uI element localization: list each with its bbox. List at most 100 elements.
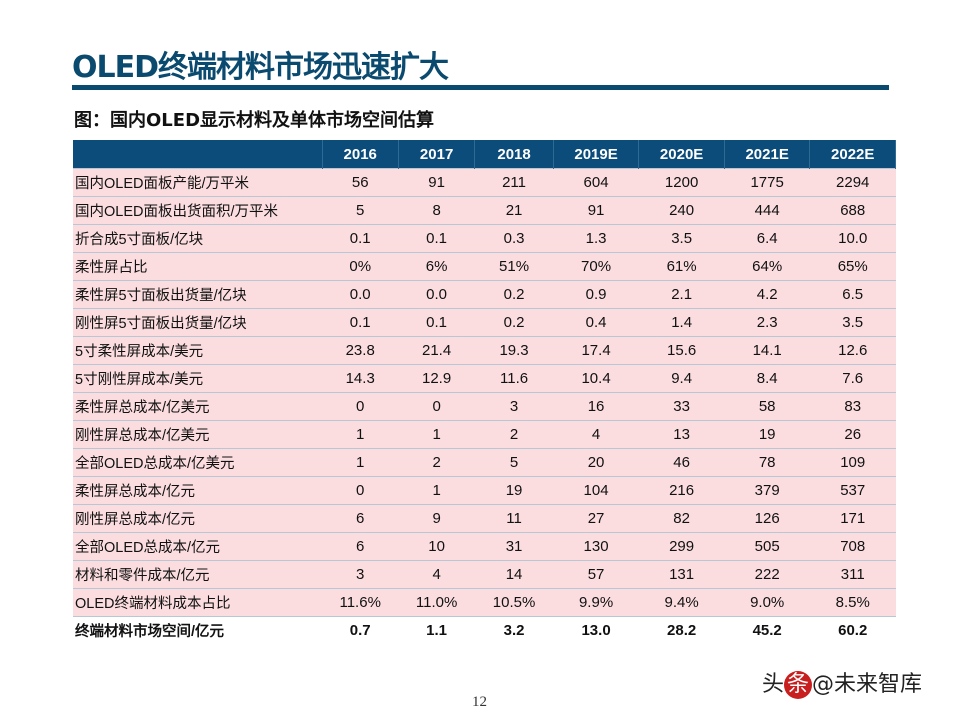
table-cell: 130 xyxy=(553,532,639,561)
table-cell: 19 xyxy=(474,476,554,505)
row-label: 柔性屏占比 xyxy=(73,252,322,281)
table-cell: 9 xyxy=(398,504,475,533)
table-cell: 0.1 xyxy=(398,224,475,253)
figure-caption: 图：国内OLED显示材料及单体市场空间估算 xyxy=(74,110,435,131)
row-label: 5寸柔性屏成本/美元 xyxy=(73,336,322,365)
table-cell: 0.7 xyxy=(322,616,399,644)
row-label: 全部OLED总成本/亿美元 xyxy=(73,448,322,477)
table-row: 国内OLED面板产能/万平米 56 91 211 604 1200 1775 2294 xyxy=(73,168,896,197)
table-cell: 10.4 xyxy=(553,364,639,393)
table-cell: 58 xyxy=(724,392,810,421)
table-cell: 9.4 xyxy=(638,364,725,393)
table-cell: 537 xyxy=(809,476,896,505)
table-cell: 60.2 xyxy=(809,616,896,644)
table-cell: 299 xyxy=(638,532,725,561)
table-row: 国内OLED面板出货面积/万平米 5 8 21 91 240 444 688 xyxy=(73,196,896,225)
table-cell: 6 xyxy=(322,532,399,561)
table-cell: 65% xyxy=(809,252,896,281)
row-label: 刚性屏总成本/亿元 xyxy=(73,504,322,533)
table-cell: 0.3 xyxy=(474,224,554,253)
table-cell: 10 xyxy=(398,532,475,561)
table-cell: 1775 xyxy=(724,168,810,197)
row-label: 刚性屏总成本/亿美元 xyxy=(73,420,322,449)
table-cell: 51% xyxy=(474,252,554,281)
table-cell: 21 xyxy=(474,196,554,225)
table-cell: 2294 xyxy=(809,168,896,197)
table-cell: 8 xyxy=(398,196,475,225)
table-cell: 12.6 xyxy=(809,336,896,365)
table-cell: 171 xyxy=(809,504,896,533)
table-row: 终端材料市场空间/亿元 0.7 1.1 3.2 13.0 28.2 45.2 60.2 xyxy=(73,616,896,644)
table-cell: 11 xyxy=(474,504,554,533)
header-row: 2016 2017 2018 2019E 2020E 2021E 2022E xyxy=(73,140,896,169)
table-cell: 604 xyxy=(553,168,639,197)
table-cell: 3 xyxy=(474,392,554,421)
table-cell: 6% xyxy=(398,252,475,281)
table-cell: 91 xyxy=(398,168,475,197)
table-row: 刚性屏总成本/亿元 6 9 11 27 82 126 171 xyxy=(73,504,896,533)
table-cell: 0.4 xyxy=(553,308,639,337)
table-cell: 10.5% xyxy=(474,588,554,617)
table-cell: 0.1 xyxy=(322,308,399,337)
table-row: 刚性屏总成本/亿美元 1 1 2 4 13 19 26 xyxy=(73,420,896,449)
table-cell: 216 xyxy=(638,476,725,505)
table-cell: 70% xyxy=(553,252,639,281)
column-header: 2021E xyxy=(724,140,811,169)
table-cell: 28.2 xyxy=(638,616,725,644)
row-label: 材料和零件成本/亿元 xyxy=(73,560,322,589)
table-cell: 3.5 xyxy=(809,308,896,337)
watermark-text: @未来智库 xyxy=(812,672,923,697)
table-cell: 0 xyxy=(322,476,399,505)
table-cell: 0.1 xyxy=(398,308,475,337)
table-cell: 4 xyxy=(553,420,639,449)
table-row: 全部OLED总成本/亿元 6 10 31 130 299 505 708 xyxy=(73,532,896,561)
table-cell: 57 xyxy=(553,560,639,589)
table-cell: 0 xyxy=(322,392,399,421)
row-label: 刚性屏5寸面板出货量/亿块 xyxy=(73,308,322,337)
table-cell: 12.9 xyxy=(398,364,475,393)
table-cell: 4 xyxy=(398,560,475,589)
table-row: 折合成5寸面板/亿块 0.1 0.1 0.3 1.3 3.5 6.4 10.0 xyxy=(73,224,896,253)
table-cell: 5 xyxy=(474,448,554,477)
table-cell: 9.4% xyxy=(638,588,725,617)
table-row: 5寸柔性屏成本/美元 23.8 21.4 19.3 17.4 15.6 14.1 12.6 xyxy=(73,336,896,365)
row-label: 终端材料市场空间/亿元 xyxy=(73,616,322,644)
watermark: 头条 @未来智库 xyxy=(762,666,922,699)
table-cell: 13 xyxy=(638,420,725,449)
table-cell: 14.3 xyxy=(322,364,399,393)
table-cell: 11.6% xyxy=(322,588,399,617)
column-header: 2019E xyxy=(553,140,640,169)
table-cell: 1 xyxy=(398,420,475,449)
table-cell: 27 xyxy=(553,504,639,533)
column-header: 2022E xyxy=(809,140,896,169)
table-cell: 46 xyxy=(638,448,725,477)
table-cell: 26 xyxy=(809,420,896,449)
table-cell: 0% xyxy=(322,252,399,281)
row-label: 柔性屏总成本/亿美元 xyxy=(73,392,322,421)
table-cell: 2 xyxy=(474,420,554,449)
table-cell: 23.8 xyxy=(322,336,399,365)
table-cell: 222 xyxy=(724,560,810,589)
data-table: 2016 2017 2018 2019E 2020E 2021E 2022E 国内OLED面… xyxy=(73,140,896,644)
table-cell: 31 xyxy=(474,532,554,561)
table-cell: 21.4 xyxy=(398,336,475,365)
row-label: 国内OLED面板产能/万平米 xyxy=(73,168,322,197)
table-cell: 5 xyxy=(322,196,399,225)
table-cell: 4.2 xyxy=(724,280,810,309)
table-cell: 3 xyxy=(322,560,399,589)
table-row: OLED终端材料成本占比 11.6% 11.0% 10.5% 9.9% 9.4% 9.0% 8… xyxy=(73,588,896,617)
table-cell: 126 xyxy=(724,504,810,533)
table-cell: 14 xyxy=(474,560,554,589)
row-label: 全部OLED总成本/亿元 xyxy=(73,532,322,561)
table-cell: 78 xyxy=(724,448,810,477)
table-cell: 17.4 xyxy=(553,336,639,365)
table-cell: 1200 xyxy=(638,168,725,197)
table-cell: 211 xyxy=(474,168,554,197)
column-header: 2017 xyxy=(398,140,476,169)
table-cell: 8.4 xyxy=(724,364,810,393)
column-header: 2020E xyxy=(638,140,725,169)
table-row: 5寸刚性屏成本/美元 14.3 12.9 11.6 10.4 9.4 8.4 7.6 xyxy=(73,364,896,393)
table-cell: 0.1 xyxy=(322,224,399,253)
table-row: 柔性屏总成本/亿元 0 1 19 104 216 379 537 xyxy=(73,476,896,505)
table-cell: 45.2 xyxy=(724,616,810,644)
